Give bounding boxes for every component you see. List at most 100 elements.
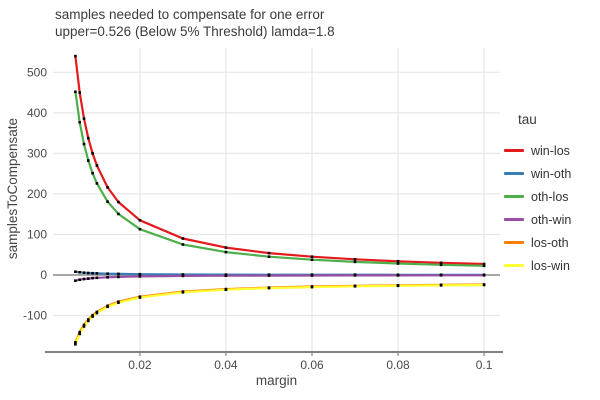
series-oth-win-marker bbox=[106, 276, 109, 279]
series-oth-win-marker bbox=[87, 277, 90, 280]
series-win-los-marker bbox=[439, 261, 443, 265]
x-tick-label: 0.08 bbox=[386, 358, 410, 372]
y-tick-label: 100 bbox=[27, 228, 47, 242]
series-los-win-marker bbox=[267, 286, 271, 290]
series-oth-los-marker bbox=[482, 264, 486, 268]
series-oth-win-marker bbox=[396, 274, 400, 277]
series-win-oth-marker bbox=[117, 272, 120, 276]
x-tick-label: 0.04 bbox=[214, 358, 238, 372]
series-los-win-marker bbox=[310, 285, 314, 289]
series-oth-win-marker bbox=[482, 274, 486, 277]
series-los-oth-marker bbox=[78, 330, 81, 334]
series-oth-los-marker bbox=[310, 258, 314, 261]
series-win-oth-marker bbox=[91, 271, 94, 275]
series-win-los-marker bbox=[482, 262, 486, 266]
series-los-win-marker bbox=[439, 284, 443, 287]
series-win-los-marker bbox=[267, 251, 271, 255]
legend: tau win-los win-oth oth-los oth-win los-oth l… bbox=[504, 112, 571, 277]
series-oth-los-marker bbox=[117, 212, 120, 216]
y-tick-label: 300 bbox=[27, 146, 47, 160]
series-win-los-marker bbox=[396, 260, 400, 263]
series-oth-win-marker bbox=[353, 274, 357, 277]
series-los-oth-marker bbox=[74, 341, 77, 344]
series-los-win-marker bbox=[482, 283, 486, 287]
series-oth-los-marker bbox=[439, 263, 443, 267]
series-los-win-marker bbox=[106, 305, 109, 309]
series-los-win-marker bbox=[74, 343, 77, 346]
legend-label-oth-win: oth-win bbox=[531, 212, 572, 227]
series-los-win-marker bbox=[78, 332, 81, 336]
series-oth-los-marker bbox=[181, 243, 185, 246]
legend-item-oth-los[interactable]: oth-los bbox=[504, 185, 571, 208]
y-tick-label: 500 bbox=[27, 65, 47, 79]
series-los-win-marker bbox=[87, 319, 90, 323]
legend-item-los-oth[interactable]: los-oth bbox=[504, 231, 571, 254]
series-los-win-marker bbox=[95, 311, 99, 315]
series-oth-los-marker bbox=[396, 262, 400, 265]
series-los-win-marker bbox=[82, 325, 86, 328]
series-oth-win-marker bbox=[310, 274, 314, 277]
y-tick-label: 0 bbox=[40, 268, 47, 282]
series-los-win-marker bbox=[224, 288, 228, 291]
series-win-oth-marker bbox=[78, 271, 81, 274]
x-tick-label: 0.02 bbox=[128, 358, 152, 372]
series-oth-win-line bbox=[75, 274, 485, 282]
series-win-los-marker bbox=[82, 117, 86, 120]
series-los-oth-line bbox=[74, 283, 485, 343]
series-win-oth-marker bbox=[74, 270, 77, 273]
legend-item-win-los[interactable]: win-los bbox=[504, 139, 571, 162]
series-oth-los-marker bbox=[138, 227, 142, 231]
series-oth-los-marker bbox=[224, 250, 228, 254]
series-los-win-line bbox=[74, 283, 485, 345]
x-tick-label: 0.1 bbox=[476, 358, 493, 372]
series-oth-win-marker bbox=[82, 277, 86, 281]
legend-swatch-win-los bbox=[504, 149, 524, 152]
series-oth-los-marker bbox=[87, 159, 90, 162]
series-oth-los-marker bbox=[78, 121, 81, 124]
series-los-oth-marker bbox=[82, 323, 86, 327]
legend-label-win-los: win-los bbox=[531, 143, 570, 158]
series-los-oth-marker bbox=[87, 318, 90, 321]
series-oth-los-marker bbox=[106, 200, 109, 203]
series-oth-los-marker bbox=[82, 142, 86, 146]
series-oth-win-marker bbox=[138, 275, 142, 278]
legend-title: tau bbox=[518, 112, 537, 127]
series-win-los-marker bbox=[106, 186, 109, 189]
y-axis-title: samplesToCompensate bbox=[5, 118, 20, 260]
series-win-los-marker bbox=[95, 164, 99, 167]
series-los-oth-marker bbox=[91, 313, 94, 317]
series-win-los-marker bbox=[91, 152, 94, 155]
series-oth-los-marker bbox=[353, 260, 357, 264]
series-los-win-marker bbox=[353, 285, 357, 288]
legend-swatch-los-win bbox=[504, 264, 524, 267]
legend-swatch-oth-los bbox=[504, 195, 524, 198]
series-los-win-marker bbox=[396, 284, 400, 288]
series-los-win-marker bbox=[181, 291, 185, 294]
legend-label-oth-los: oth-los bbox=[531, 189, 569, 204]
series-win-los-marker bbox=[74, 54, 77, 58]
series-los-win-marker bbox=[117, 301, 120, 304]
series-oth-win-marker bbox=[91, 276, 94, 280]
series-win-oth-marker bbox=[181, 273, 185, 276]
legend-label-win-oth: win-oth bbox=[531, 166, 572, 181]
series-oth-win-marker bbox=[267, 274, 271, 277]
series-win-los-marker bbox=[310, 255, 314, 258]
series-los-win-marker bbox=[91, 315, 94, 318]
series-win-oth-marker bbox=[87, 271, 90, 275]
legend-item-los-win[interactable]: los-win bbox=[504, 254, 571, 277]
legend-item-win-oth[interactable]: win-oth bbox=[504, 162, 571, 185]
series-oth-win-marker bbox=[181, 274, 185, 278]
series-los-win-marker bbox=[138, 296, 142, 299]
series-oth-win-marker bbox=[439, 274, 443, 277]
legend-entries: win-los win-oth oth-los oth-win los-oth los-w… bbox=[504, 139, 571, 277]
y-tick-label: 200 bbox=[27, 187, 47, 201]
series-win-los-marker bbox=[138, 219, 142, 222]
x-axis-title: margin bbox=[255, 373, 298, 388]
legend-label-los-oth: los-oth bbox=[531, 235, 569, 250]
series-win-los-marker bbox=[353, 258, 357, 261]
series-win-los-marker bbox=[117, 200, 120, 204]
legend-item-oth-win[interactable]: oth-win bbox=[504, 208, 571, 231]
series-win-oth-marker bbox=[106, 272, 109, 275]
